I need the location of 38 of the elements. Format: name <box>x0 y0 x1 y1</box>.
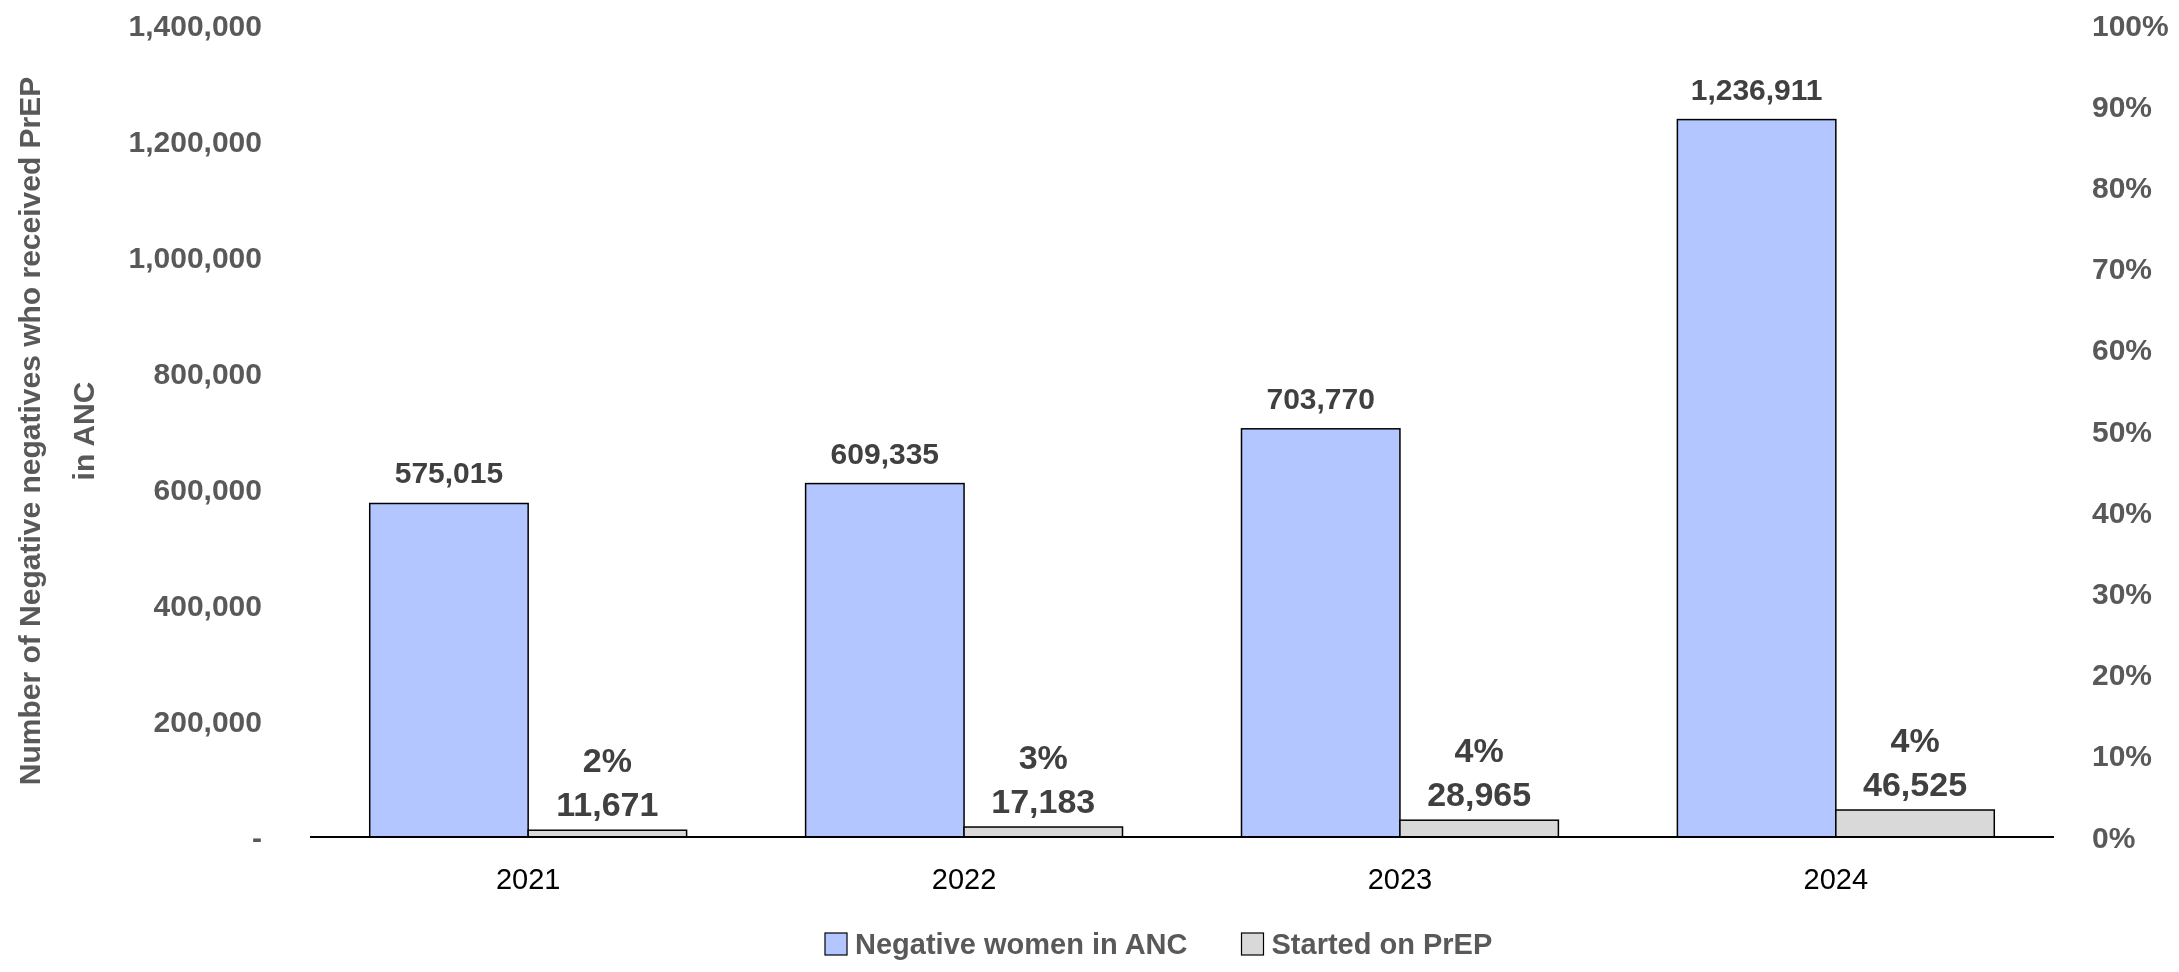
data-label: 609,335 <box>830 436 940 470</box>
y-tick-label: 800,000 <box>153 356 262 390</box>
y-tick-label: 200,000 <box>153 704 262 738</box>
y-tick-label: 1,200,000 <box>128 124 262 158</box>
data-label: 17,183 <box>991 782 1096 821</box>
y2-tick-label: 10% <box>2092 739 2153 773</box>
legend-label: Negative women in ANC <box>855 928 1188 960</box>
y2-tick-label: 60% <box>2092 333 2153 367</box>
y2-tick-label: 50% <box>2092 414 2153 448</box>
y2-tick-label: 0% <box>2092 820 2136 854</box>
y2-tick-label: 40% <box>2092 495 2153 529</box>
annotation: 4% <box>1454 731 1504 770</box>
data-label: 1,236,911 <box>1690 72 1823 106</box>
data-label: 46,525 <box>1863 765 1968 804</box>
data-label: 11,671 <box>556 785 659 824</box>
y-tick-label: 1,400,000 <box>128 8 262 42</box>
data-label: 703,770 <box>1266 381 1375 415</box>
y-tick-label: 1,000,000 <box>128 240 262 274</box>
x-tick-label: 2023 <box>1367 863 1433 895</box>
data-label: 575,015 <box>394 456 504 490</box>
legend-label: Started on PrEP <box>1271 928 1493 960</box>
y-tick-label: 600,000 <box>153 472 262 506</box>
y-tick-label: 400,000 <box>153 588 262 622</box>
y2-tick-label: 70% <box>2092 252 2153 286</box>
x-tick-label: 2021 <box>495 863 561 895</box>
y2-tick-label: 80% <box>2092 170 2153 204</box>
x-tick-label: 2024 <box>1803 863 1869 895</box>
data-label: 28,965 <box>1427 775 1532 814</box>
annotation: 2% <box>582 741 632 780</box>
y2-tick-label: 100% <box>2092 8 2169 42</box>
y2-tick-label: 30% <box>2092 576 2153 610</box>
y2-tick-label: 90% <box>2092 89 2153 123</box>
y-tick-label: - <box>252 820 262 854</box>
annotation: 3% <box>1018 738 1068 777</box>
annotation: 4% <box>1890 721 1940 760</box>
x-tick-label: 2022 <box>931 863 997 895</box>
y2-tick-label: 20% <box>2092 658 2153 692</box>
y-axis-title: Number of Negative negatives who received PrEP in ANC <box>13 76 100 786</box>
